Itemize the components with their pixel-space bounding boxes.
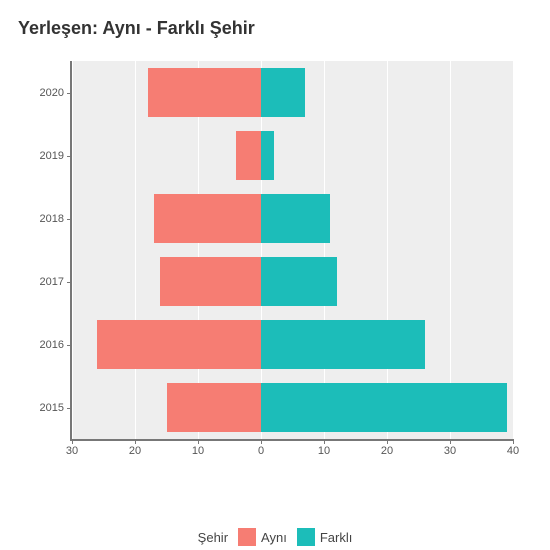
bar-farkli (261, 194, 330, 243)
bar-row (72, 194, 513, 243)
bar-ayni (154, 194, 261, 243)
y-axis-label: 2020 (40, 87, 72, 99)
x-axis-label: 30 (66, 439, 78, 457)
bar-ayni (160, 257, 261, 306)
gridline (513, 61, 514, 439)
bar-farkli (261, 131, 274, 180)
x-axis-label: 10 (318, 439, 330, 457)
legend: Şehir Aynı Farklı (0, 528, 550, 546)
y-axis-label: 2018 (40, 213, 72, 225)
x-axis-label: 20 (381, 439, 393, 457)
plot-region: 302010010203040201520162017201820192020 (70, 61, 513, 441)
chart-container: Yerleşen: Aynı - Farklı Şehir 30 20 10 0 10 2… (0, 0, 550, 550)
bar-row (72, 131, 513, 180)
bar-farkli (261, 320, 425, 369)
legend-item-ayni: Aynı (238, 528, 287, 546)
x-axis-label: 40 (507, 439, 519, 457)
legend-title: Şehir (198, 530, 228, 545)
bar-row (72, 320, 513, 369)
legend-swatch-farkli (297, 528, 315, 546)
y-axis-label: 2017 (40, 276, 72, 288)
legend-item-farkli: Farklı (297, 528, 353, 546)
bar-ayni (167, 383, 262, 432)
chart-title: Yerleşen: Aynı - Farklı Şehir (18, 18, 538, 39)
bar-ayni (97, 320, 261, 369)
legend-label-ayni: Aynı (261, 530, 287, 545)
legend-label-farkli: Farklı (320, 530, 353, 545)
x-axis-label: 0 (258, 439, 264, 457)
x-axis-label: 30 (444, 439, 456, 457)
bar-row (72, 257, 513, 306)
x-axis-label: 10 (192, 439, 204, 457)
x-axis-label: 20 (129, 439, 141, 457)
y-axis-label: 2015 (40, 402, 72, 414)
y-axis-label: 2016 (40, 339, 72, 351)
bar-ayni (148, 68, 261, 117)
bar-ayni (236, 131, 261, 180)
legend-swatch-ayni (238, 528, 256, 546)
bar-row (72, 68, 513, 117)
bar-farkli (261, 68, 305, 117)
bar-farkli (261, 383, 507, 432)
bar-farkli (261, 257, 337, 306)
y-axis-label: 2019 (40, 150, 72, 162)
bar-row (72, 383, 513, 432)
chart-area: 30 20 10 0 10 20 30 40 2015 2016 2017 2018 2019 2020 (12, 51, 538, 481)
